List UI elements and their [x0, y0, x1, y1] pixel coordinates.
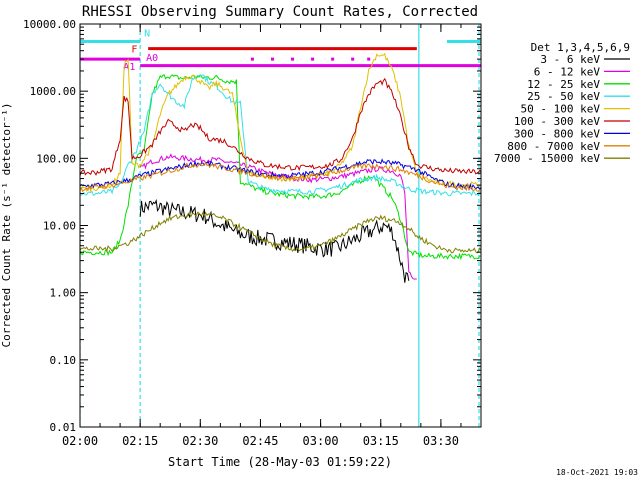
series-line-8 [80, 211, 481, 254]
annotation-a1: A1 [123, 62, 135, 73]
footer-date: 18-Oct-2021 19:03 [556, 468, 638, 477]
plot-area: NF A0 A1 [80, 24, 481, 427]
legend-label-7: 800 - 7000 keV [507, 140, 600, 153]
legend-label-4: 50 - 100 keV [521, 103, 601, 116]
attenuator-marker-6 [367, 57, 371, 61]
series-line-7 [80, 161, 481, 193]
y-tick-label-2: 1.00 [50, 287, 77, 300]
attenuator-marker-3 [311, 57, 315, 61]
legend-label-8: 7000 - 15000 keV [494, 152, 600, 165]
annotation-n: N [144, 28, 150, 39]
y-tick-label-4: 100.00 [36, 152, 76, 165]
attenuator-marker-1 [270, 57, 274, 61]
x-tick-label-4: 03:00 [303, 434, 339, 448]
series-line-0 [139, 198, 410, 283]
legend-label-6: 300 - 800 keV [514, 127, 600, 140]
series-line-1 [139, 153, 417, 280]
y-tick-label-1: 0.10 [50, 354, 77, 367]
axes: 0.01 0.10 1.00 10.00 100.00 1000.00 10000.00 02… [23, 18, 482, 448]
x-tick-label-2: 02:30 [182, 434, 218, 448]
x-axis-label: Start Time (28-May-03 01:59:22) [168, 455, 392, 469]
x-tick-label-0: 02:00 [62, 434, 98, 448]
legend-title: Det 1,3,4,5,6,9 [531, 41, 630, 54]
x-tick-label-5: 03:15 [363, 434, 399, 448]
legend-label-5: 100 - 300 keV [514, 115, 600, 128]
y-tick-label-6: 10000.00 [23, 18, 76, 31]
x-tick-label-6: 03:30 [423, 434, 459, 448]
y-tick-label-3: 10.00 [43, 220, 76, 233]
y-tick-label-5: 1000.00 [30, 85, 76, 98]
legend-label-0: 3 - 6 keV [540, 53, 600, 66]
x-tick-label-3: 02:45 [242, 434, 278, 448]
attenuator-marker-2 [291, 57, 295, 61]
attenuator-marker-4 [331, 57, 335, 61]
attenuator-marker-5 [351, 57, 355, 61]
annotation-f: F [131, 45, 137, 56]
annotation-a0: A0 [146, 53, 158, 64]
x-tick-label-1: 02:15 [122, 434, 158, 448]
legend-label-3: 25 - 50 keV [527, 90, 600, 103]
y-axis-label: Corrected Count Rate (s⁻¹ detector⁻¹) [0, 102, 13, 347]
plot-frame [79, 23, 482, 428]
y-tick-label-0: 0.01 [50, 421, 77, 434]
chart-title: RHESSI Observing Summary Count Rates, Co… [82, 4, 478, 20]
attenuator-marker-0 [250, 57, 254, 61]
legend-label-1: 6 - 12 keV [534, 65, 601, 78]
series-line-5 [80, 77, 481, 176]
series-line-3 [80, 74, 481, 197]
legend-label-2: 12 - 25 keV [527, 78, 600, 91]
